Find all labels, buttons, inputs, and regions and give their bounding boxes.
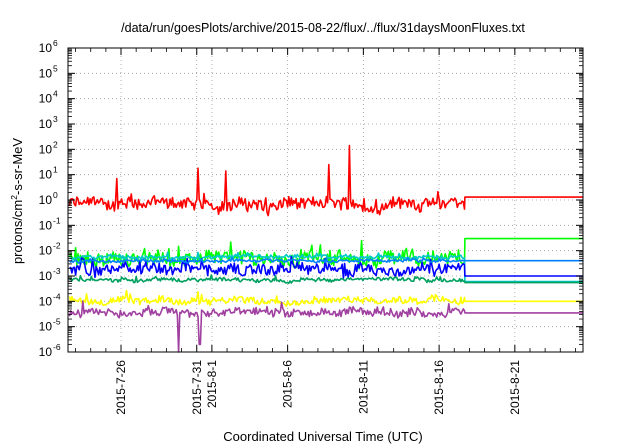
chart-title: /data/run/goesPlots/archive/2015-08-22/f… xyxy=(121,21,525,35)
y-tick-label: 10 xyxy=(39,320,53,334)
series-line xyxy=(68,289,583,308)
x-axis-label: Coordinated Universal Time (UTC) xyxy=(223,429,422,444)
x-tick-label: 2015-8-1 xyxy=(205,360,219,408)
y-tick-label-exponent: 6 xyxy=(53,38,58,48)
y-tick-label-exponent: -2 xyxy=(53,241,61,251)
y-tick-label-exponent: 0 xyxy=(53,190,58,200)
y-tick-label-exponent: 1 xyxy=(53,165,58,175)
y-axis-label-main: protons/cm xyxy=(10,200,25,264)
series-line xyxy=(68,255,583,280)
y-tick-label: 10 xyxy=(39,117,53,131)
y-axis-ticks: 10 -610 -510 -410 -310 -210 -110 010 110 210 310 41… xyxy=(39,38,583,359)
x-tick-label: 2015-7-26 xyxy=(114,360,128,415)
series-line xyxy=(69,251,583,283)
series-line xyxy=(69,274,583,285)
x-tick-label: 2015-8-6 xyxy=(281,360,295,408)
x-axis-ticks: 2015-7-26 2015-7-31 2015-8-1 2015-8-6 2015-8… xyxy=(75,48,576,415)
y-axis-label: protons/cm2-s-sr-MeV xyxy=(9,138,25,264)
y-tick-label: 10 xyxy=(39,66,53,80)
y-tick-label-exponent: -3 xyxy=(53,266,61,276)
y-tick-label: 10 xyxy=(39,218,53,232)
y-tick-label-exponent: 2 xyxy=(53,139,58,149)
y-tick-label: 10 xyxy=(39,92,53,106)
y-tick-label-exponent: -1 xyxy=(53,215,61,225)
y-tick-label-exponent: 5 xyxy=(53,63,58,73)
y-tick-label-exponent: -6 xyxy=(53,342,61,352)
series-line xyxy=(68,300,583,353)
y-tick-label: 10 xyxy=(39,294,53,308)
x-tick-label: 2015-7-31 xyxy=(190,360,204,415)
y-axis-label-unit: -s-sr-MeV xyxy=(10,138,25,195)
y-tick-label: 10 xyxy=(39,142,53,156)
y-tick-label: 10 xyxy=(39,41,53,55)
y-tick-label: 10 xyxy=(39,244,53,258)
y-tick-label-exponent: 3 xyxy=(53,114,58,124)
y-tick-label-exponent: 4 xyxy=(53,89,58,99)
plot-series xyxy=(68,144,583,353)
y-tick-label-exponent: -4 xyxy=(53,291,61,301)
x-tick-label: 2015-8-11 xyxy=(356,360,370,414)
y-tick-label: 10 xyxy=(39,193,53,207)
y-axis-label-exponent: 2 xyxy=(9,195,19,200)
series-line xyxy=(68,256,583,264)
y-tick-label: 10 xyxy=(39,269,53,283)
series-line xyxy=(68,144,583,217)
y-tick-label-exponent: -5 xyxy=(53,317,61,327)
x-tick-label: 2015-8-16 xyxy=(432,360,446,415)
x-tick-label: 2015-8-21 xyxy=(508,360,522,415)
y-tick-label: 10 xyxy=(39,345,53,359)
y-tick-label: 10 xyxy=(39,168,53,182)
